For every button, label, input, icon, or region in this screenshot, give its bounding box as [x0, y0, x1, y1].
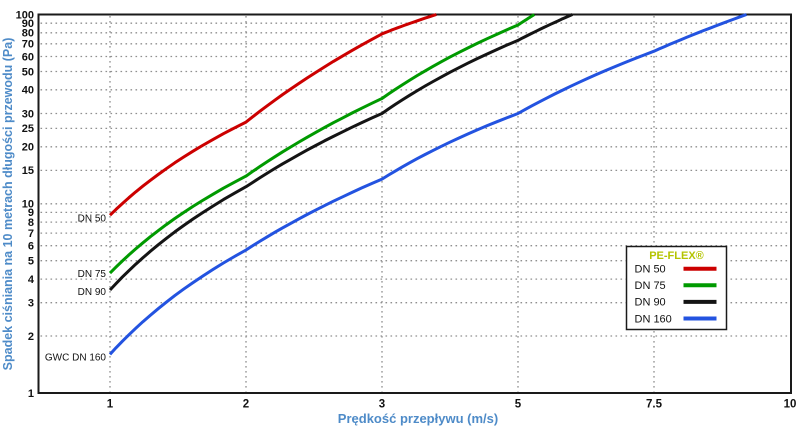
y-tick-label: 15 [22, 165, 34, 177]
curve-label-dn-75: DN 75 [78, 269, 107, 280]
x-tick-label: 5 [515, 399, 522, 411]
chart-frame [37, 13, 792, 394]
legend-box [625, 245, 728, 331]
y-tick-label: 40 [22, 85, 34, 97]
curve-dn-50 [108, 13, 437, 217]
curve-dn-90 [108, 13, 573, 292]
y-tick-label: 1 [28, 388, 34, 400]
y-tick-label: 90 [22, 18, 34, 30]
curve-dn-75 [108, 13, 536, 275]
x-tick-label: 1 [107, 399, 114, 411]
y-tick-label: 2 [28, 331, 34, 343]
x-tick-label: 7.5 [646, 399, 663, 411]
y-tick-label: 3 [28, 298, 34, 310]
y-tick-label: 20 [22, 142, 34, 154]
curve-label-dn-90: DN 90 [78, 287, 107, 298]
x-tick-label: 3 [379, 399, 385, 411]
legend-entry-label-dn-160: DN 160 [635, 313, 672, 325]
y-tick-label: 8 [28, 217, 34, 229]
curve-label-dn-50: DN 50 [78, 214, 107, 225]
curve-dn-160 [108, 13, 748, 356]
curve-label-gwc-dn-160: GWC DN 160 [45, 353, 107, 364]
legend-entry-label-dn-90: DN 90 [635, 297, 666, 309]
y-tick-label: 9 [28, 207, 34, 219]
y-tick-label: 100 [16, 9, 34, 21]
y-tick-label: 30 [22, 108, 34, 120]
y-tick-label: 6 [28, 241, 34, 253]
y-axis-title: Spadek ciśniania na 10 metrach długości … [1, 38, 15, 371]
y-tick-label: 5 [28, 256, 34, 268]
y-tick-label: 7 [28, 228, 34, 240]
legend-entry-label-dn-50: DN 50 [635, 264, 666, 276]
y-tick-label: 60 [22, 51, 34, 63]
y-tick-label: 70 [22, 39, 34, 51]
y-tick-label: 25 [22, 123, 34, 135]
x-tick-label: 2 [243, 399, 249, 411]
x-axis-title: Prędkość przepływu (m/s) [338, 411, 498, 426]
y-tick-label: 4 [28, 274, 35, 286]
x-tick-label: 10 [784, 399, 797, 411]
legend: PE-FLEX® DN 50 DN 75 DN 90 DN 160 [625, 245, 728, 331]
y-tick-label: 10 [22, 199, 34, 211]
legend-title: PE-FLEX® [649, 250, 704, 262]
y-tick-label: 50 [22, 66, 34, 78]
y-tick-label: 80 [22, 28, 34, 40]
legend-entry-label-dn-75: DN 75 [635, 280, 666, 292]
